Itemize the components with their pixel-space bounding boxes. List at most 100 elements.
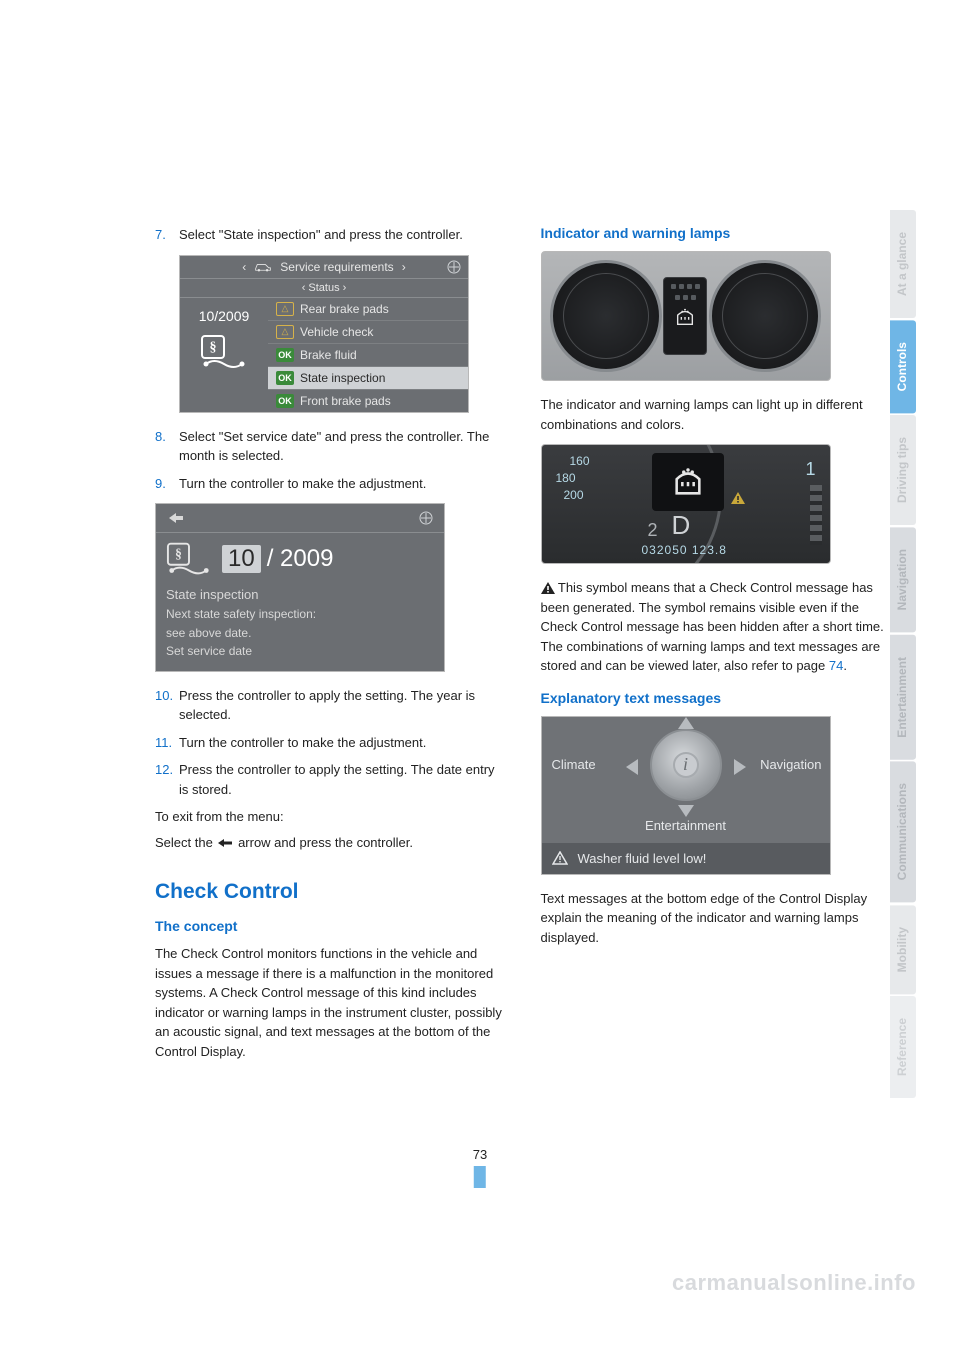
chevron-right-icon: › — [402, 260, 406, 274]
gauge-right — [709, 260, 821, 372]
step-text: Select "State inspection" and press the … — [179, 225, 505, 245]
warning-triangle-icon — [730, 491, 746, 505]
tab-communications[interactable]: Communications — [890, 761, 916, 902]
spd-gear: D — [672, 510, 691, 541]
tab-at-a-glance[interactable]: At a glance — [890, 210, 916, 318]
manual-page: 7. Select "State inspection" and press t… — [0, 0, 960, 1358]
si-month: 10 — [222, 545, 261, 573]
step-text: Press the controller to apply the settin… — [179, 686, 505, 725]
watermark: carmanualsonline.info — [672, 1270, 916, 1296]
step-text: Turn the controller to make the adjustme… — [179, 474, 505, 494]
si-topbar — [156, 504, 444, 533]
svc-row: △Vehicle check — [268, 320, 468, 343]
svc-row-label: Rear brake pads — [300, 302, 389, 316]
svc-row-label: State inspection — [300, 371, 385, 385]
chevron-right-icon — [734, 759, 746, 775]
step-number: 7. — [155, 225, 179, 245]
dash-indicator-dots — [671, 284, 700, 289]
inspection-badge-icon: § — [166, 541, 212, 577]
spd-center-icon-box — [652, 453, 724, 511]
spd-tick: 200 — [564, 487, 590, 504]
si-year: / 2009 — [267, 545, 334, 573]
chevron-down-icon — [678, 805, 694, 817]
spd-tick: 180 — [556, 470, 590, 487]
tab-navigation[interactable]: Navigation — [890, 527, 916, 632]
svc-header-text: Service requirements — [280, 260, 393, 274]
inspection-badge-icon: § — [200, 334, 248, 370]
chevron-left-icon: ‹ — [242, 260, 246, 274]
step-number: 11. — [155, 733, 179, 753]
indicator-paragraph-2: This symbol means that a Check Control m… — [541, 578, 891, 676]
two-column-layout: 7. Select "State inspection" and press t… — [155, 225, 890, 1067]
si-line: Next state safety inspection: — [166, 605, 434, 624]
idrive-label-entertainment: Entertainment — [645, 818, 726, 833]
left-column: 7. Select "State inspection" and press t… — [155, 225, 505, 1067]
svc-row-label: Vehicle check — [300, 325, 373, 339]
back-arrow-icon — [216, 837, 234, 849]
spd-fuel-bar — [810, 485, 822, 545]
page-number-text: 73 — [473, 1147, 487, 1162]
page-number-bar — [474, 1166, 486, 1188]
idrive-label-navigation: Navigation — [760, 757, 821, 772]
subheading-explanatory: Explanatory text messages — [541, 690, 891, 706]
gauge-left — [550, 260, 662, 372]
svc-row: OKBrake fluid — [268, 343, 468, 366]
svc-list: △ Rear brake pads △Vehicle check OKBrake … — [268, 298, 468, 412]
tab-reference[interactable]: Reference — [890, 996, 916, 1098]
step-8: 8. Select "Set service date" and press t… — [155, 427, 505, 466]
step-11: 11. Turn the controller to make the adju… — [155, 733, 505, 753]
dash-cluster — [541, 251, 831, 381]
svc-header: ‹ Service requirements › — [180, 256, 468, 279]
indicator-paragraph-1: The indicator and warning lamps can ligh… — [541, 395, 891, 434]
step-text: Press the controller to apply the settin… — [179, 760, 505, 799]
svc-row: △ Rear brake pads — [268, 298, 468, 320]
exit-line-2: Select the arrow and press the controlle… — [155, 833, 505, 853]
page-link-74[interactable]: 74 — [829, 658, 843, 673]
idrive-panel: i Climate Navigation Entertainment Washe… — [541, 716, 831, 875]
section-heading-check-control: Check Control — [155, 880, 505, 904]
chevron-up-icon — [678, 717, 694, 729]
tab-driving-tips[interactable]: Driving tips — [890, 415, 916, 525]
step-7: 7. Select "State inspection" and press t… — [155, 225, 505, 245]
idrive-message-bar: Washer fluid level low! — [542, 843, 830, 874]
figure-dashboard — [541, 251, 891, 381]
tab-controls[interactable]: Controls — [890, 320, 916, 413]
dash-indicator-dots — [675, 295, 696, 300]
dash-center-panel — [663, 277, 707, 355]
figure-state-inspection: § 10 / 2009 State inspection Next state … — [155, 503, 505, 672]
tab-entertainment[interactable]: Entertainment — [890, 635, 916, 760]
si-main: § 10 / 2009 — [156, 533, 444, 581]
idrive-top: i Climate Navigation Entertainment — [542, 717, 830, 827]
ok-badge-icon: OK — [276, 371, 294, 385]
spd-panel: 160 180 200 2 D 032050 123.8 1 — [541, 444, 831, 564]
subheading-indicator-lamps: Indicator and warning lamps — [541, 225, 891, 241]
si-panel: § 10 / 2009 State inspection Next state … — [155, 503, 445, 672]
exit-line-1: To exit from the menu: — [155, 807, 505, 827]
svc-body: 10/2009 § △Rear brake pads △Vehicle chec… — [180, 298, 468, 412]
si-line: State inspection — [166, 585, 434, 605]
warning-triangle-icon: △ — [276, 302, 294, 316]
step-10: 10. Press the controller to apply the se… — [155, 686, 505, 725]
nav-circle-icon — [446, 259, 462, 275]
info-icon: i — [673, 752, 699, 778]
car-icon — [254, 261, 272, 273]
right-column: Indicator and warning lamps The indicato… — [541, 225, 891, 1067]
subheading-concept: The concept — [155, 918, 505, 934]
p2-text-b: . — [843, 658, 847, 673]
idrive-label-climate: Climate — [552, 757, 596, 772]
svc-row-selected: OK State inspection — [268, 366, 468, 389]
spd-tick: 160 — [570, 453, 590, 470]
chevron-left-icon — [626, 759, 638, 775]
nav-circle-icon — [418, 510, 434, 526]
si-date: 10 / 2009 — [222, 545, 333, 573]
step-number: 10. — [155, 686, 179, 725]
svg-text:§: § — [210, 340, 217, 355]
tab-mobility[interactable]: Mobility — [890, 905, 916, 994]
warning-triangle-icon — [552, 851, 568, 865]
si-line: Set service date — [166, 642, 434, 661]
page-number: 73 — [473, 1147, 487, 1188]
concept-paragraph: The Check Control monitors functions in … — [155, 944, 505, 1061]
spd-right-number: 1 — [805, 459, 815, 480]
svc-row-label: Front brake pads — [300, 394, 391, 408]
step-9: 9. Turn the controller to make the adjus… — [155, 474, 505, 494]
